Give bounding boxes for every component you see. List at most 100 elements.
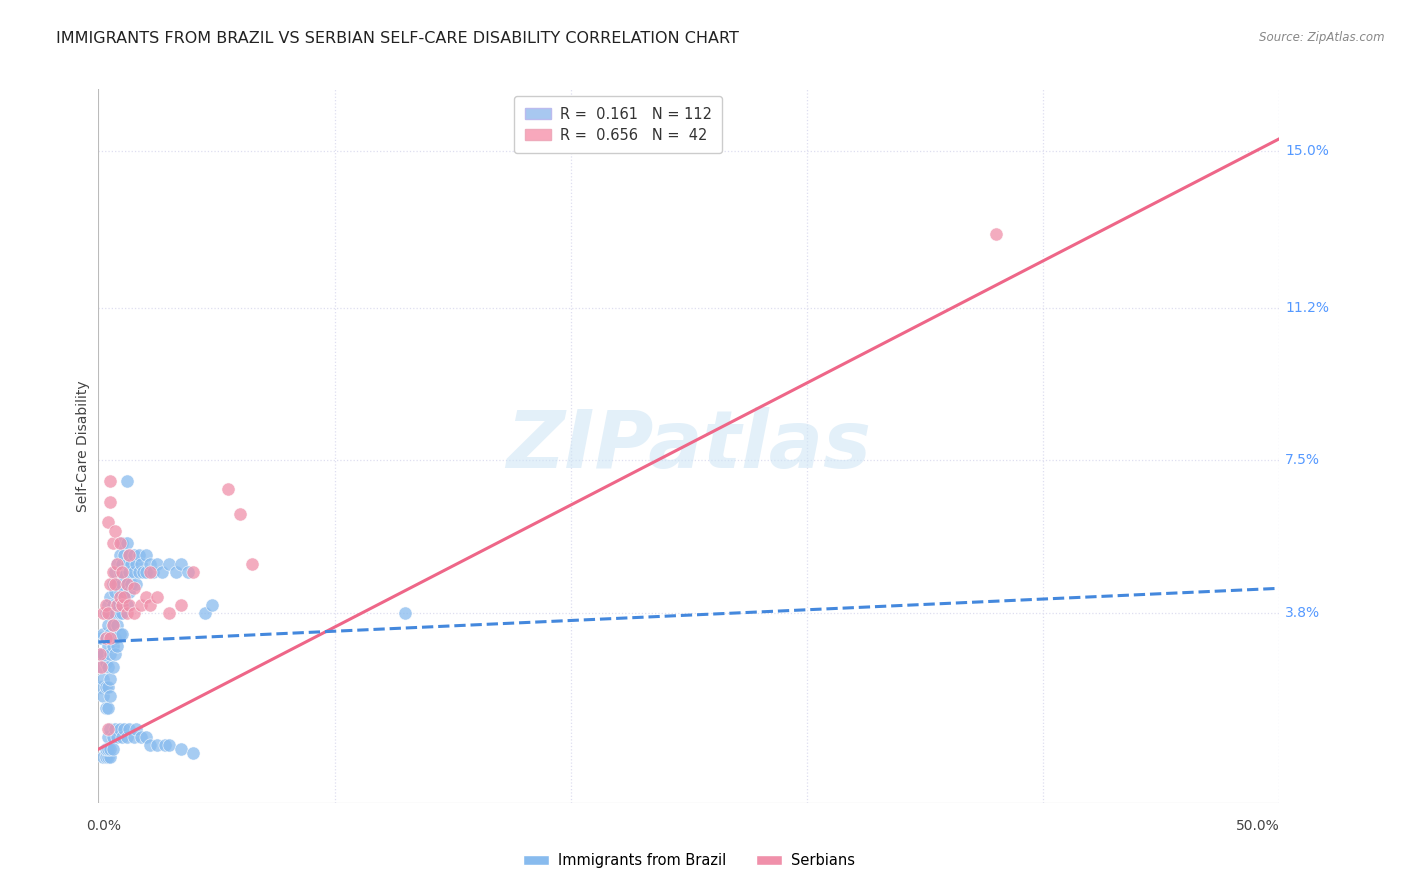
Point [142,565,165,579]
Point [94,598,117,612]
Point [105,598,128,612]
Text: 11.2%: 11.2% [1285,301,1329,315]
Point [115,557,138,571]
Point [104,631,127,645]
Point [98,606,121,620]
Point [108,549,131,563]
Point [105,618,128,632]
Point [94,742,117,756]
Point [115,598,138,612]
Point [97,618,120,632]
Point [229,507,252,521]
Point [97,516,120,530]
Point [97,598,120,612]
Point [165,565,187,579]
Point [139,557,162,571]
Point [111,577,134,591]
Point [125,577,148,591]
Point [146,557,169,571]
Point [91,750,114,764]
Point [129,598,152,612]
Point [91,606,114,620]
Point [89,648,111,662]
Point [97,681,120,695]
Point [118,565,141,579]
Point [97,750,120,764]
Text: IMMIGRANTS FROM BRAZIL VS SERBIAN SELF-CARE DISABILITY CORRELATION CHART: IMMIGRANTS FROM BRAZIL VS SERBIAN SELF-C… [56,31,740,46]
Point [129,557,152,571]
Point [121,577,143,591]
Legend: Immigrants from Brazil, Serbians: Immigrants from Brazil, Serbians [517,847,860,874]
Point [201,598,224,612]
Point [94,701,117,715]
Point [98,648,121,662]
Point [153,738,176,752]
Point [115,577,138,591]
Point [125,722,148,736]
Point [139,738,162,752]
Text: Source: ZipAtlas.com: Source: ZipAtlas.com [1260,31,1385,45]
Point [101,565,124,579]
Y-axis label: Self-Care Disability: Self-Care Disability [76,380,90,512]
Point [90,659,112,673]
Text: 3.8%: 3.8% [1285,606,1320,620]
Point [128,549,150,563]
Point [105,557,128,571]
Point [94,606,117,620]
Point [135,549,157,563]
Point [112,585,135,599]
Point [170,557,193,571]
Point [90,681,112,695]
Point [97,701,120,715]
Point [97,722,120,736]
Point [98,742,121,756]
Point [97,639,120,653]
Point [122,606,145,620]
Point [101,536,124,550]
Point [118,585,141,599]
Point [112,722,135,736]
Point [108,565,131,579]
Point [98,750,121,764]
Point [101,639,124,653]
Point [94,656,117,670]
Point [98,722,121,736]
Point [105,639,128,653]
Point [108,722,131,736]
Point [94,631,117,645]
Point [111,606,134,620]
Text: 0.0%: 0.0% [87,819,121,833]
Point [135,565,157,579]
Point [122,549,145,563]
Point [112,549,135,563]
Point [108,626,131,640]
Point [132,565,155,579]
Point [105,730,128,744]
Point [97,730,120,744]
Point [115,474,138,488]
Point [104,648,127,662]
Point [104,565,127,579]
Point [111,536,134,550]
Point [122,565,145,579]
Point [101,598,124,612]
Point [91,672,114,686]
Point [90,659,112,673]
Point [105,577,128,591]
Point [135,590,157,604]
Point [98,494,121,508]
Point [97,606,120,620]
Point [90,631,112,645]
Point [115,536,138,550]
Point [146,590,169,604]
Point [139,598,162,612]
Point [101,742,124,756]
Point [98,626,121,640]
Point [121,557,143,571]
Point [111,598,134,612]
Point [128,565,150,579]
Point [101,577,124,591]
Text: ZIPatlas: ZIPatlas [506,407,872,485]
Point [118,549,141,563]
Point [91,689,114,703]
